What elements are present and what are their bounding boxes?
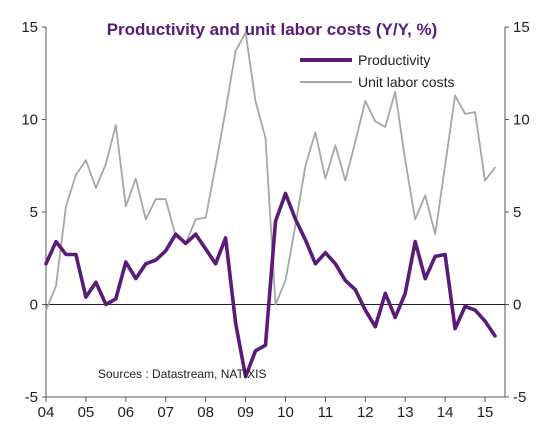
right-tick-label: 5 [513,204,521,221]
right-tick-label: 10 [513,112,530,129]
left-tick-label: -5 [25,389,38,406]
left-tick-label: 5 [30,204,38,221]
series-line-unit-labor-costs [45,31,496,312]
x-tick-label: 06 [117,404,134,421]
legend-label-productivity: Productivity [358,52,430,68]
x-tick-label: 12 [357,404,374,421]
right-tick-label: 15 [513,19,530,36]
x-tick-label: 04 [38,404,55,421]
left-tick-label: 15 [21,19,38,36]
series-layer [44,31,497,379]
x-tick-label: 10 [277,404,294,421]
x-tick-label: 14 [437,404,454,421]
x-tick-label: 15 [477,404,494,421]
left-tick-label: 10 [21,112,38,129]
x-tick-label: 13 [397,404,414,421]
left-tick-label: 0 [30,297,38,314]
left-axis: -5 0 5 10 15 [21,19,46,406]
x-tick-label: 09 [237,404,254,421]
x-tick-label: 11 [318,404,334,421]
right-tick-label: -5 [513,389,526,406]
chart-title: Productivity and unit labor costs (Y/Y, … [107,20,438,39]
right-axis: -5 0 5 10 15 [505,19,530,406]
x-tick-label: 08 [197,404,214,421]
series-line-productivity [44,191,497,379]
x-tick-label: 07 [157,404,174,421]
x-tick-label: 05 [78,404,95,421]
legend: Productivity Unit labor costs [300,52,454,90]
right-tick-label: 0 [513,297,521,314]
x-axis: 04 05 06 07 08 09 10 11 12 13 14 15 [38,397,494,421]
source-note: Sources : Datastream, NATIXIS [98,367,267,381]
legend-label-unit-labor-costs: Unit labor costs [358,74,454,90]
